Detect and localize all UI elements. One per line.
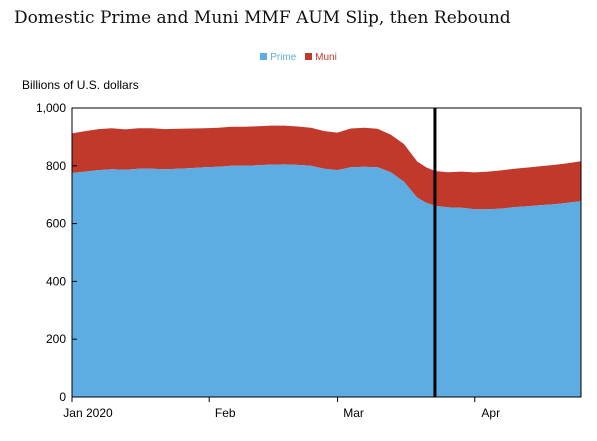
legend-swatch-muni — [305, 53, 313, 60]
chart-legend: Prime Muni — [0, 52, 597, 63]
y-tick-label: 800 — [46, 159, 66, 173]
x-tick-label: Apr — [481, 406, 500, 420]
y-tick-label: 1,000 — [36, 101, 66, 115]
plot-frame — [71, 107, 582, 398]
y-tick-label: 0 — [59, 390, 66, 404]
y-tick-label: 600 — [46, 217, 66, 231]
x-tick-label: Feb — [215, 406, 236, 420]
x-tick-label: Mar — [343, 406, 364, 420]
legend-item-muni: Muni — [305, 52, 337, 63]
legend-item-prime: Prime — [260, 52, 296, 63]
legend-label-muni: Muni — [315, 52, 337, 63]
legend-swatch-prime — [260, 53, 268, 60]
legend-label-prime: Prime — [270, 52, 297, 63]
y-axis-units-label: Billions of U.S. dollars — [22, 78, 139, 92]
area-series-prime — [72, 164, 581, 397]
y-tick-label: 400 — [46, 274, 66, 288]
y-tick-label: 200 — [46, 332, 66, 346]
area-series-muni — [72, 125, 581, 210]
x-tick-label: Jan 2020 — [63, 406, 113, 420]
chart-title: Domestic Prime and Muni MMF AUM Slip, th… — [14, 8, 511, 28]
